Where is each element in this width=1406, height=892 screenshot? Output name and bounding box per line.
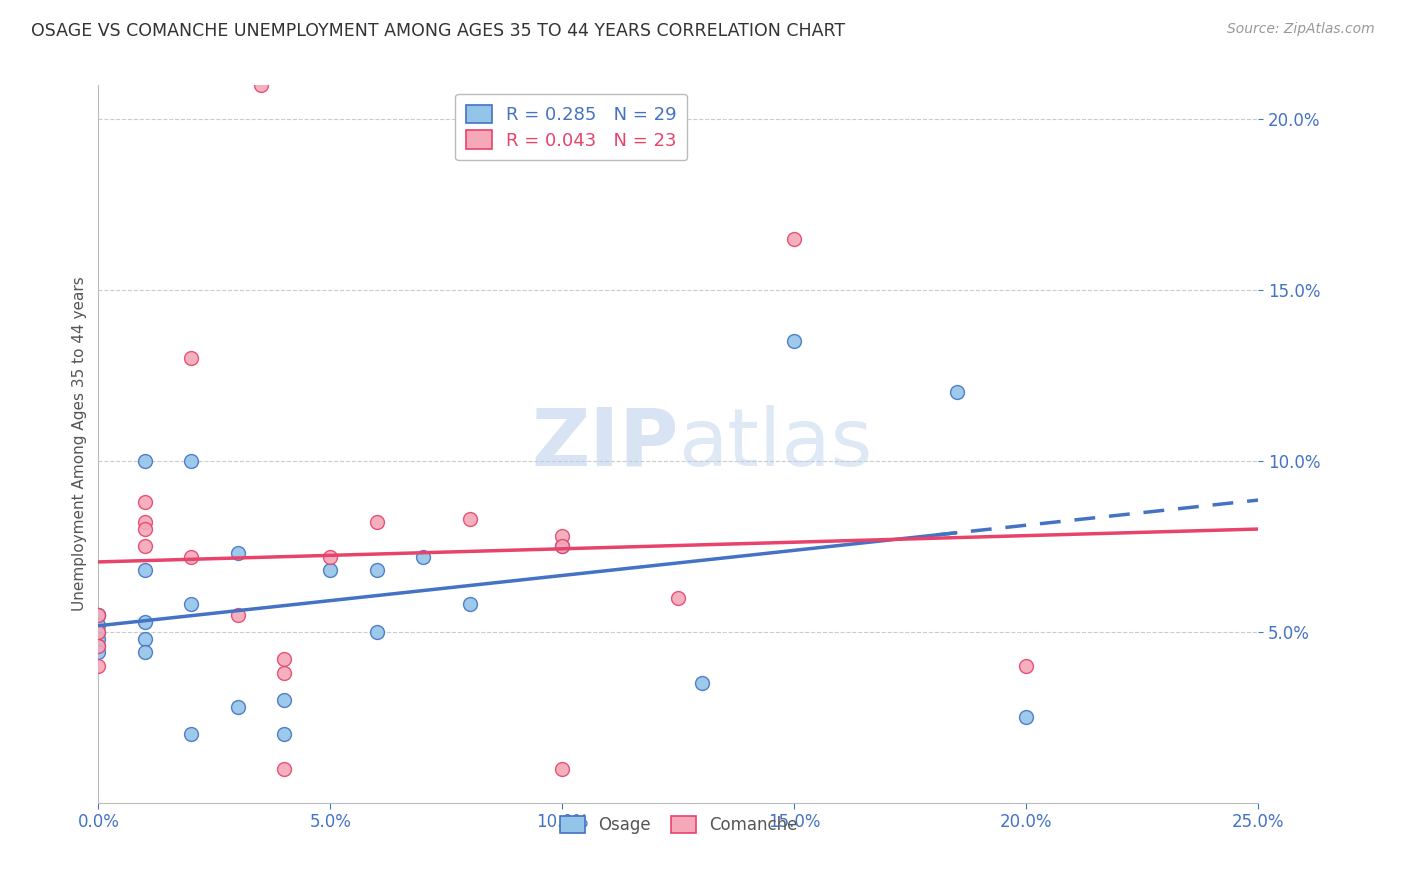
Point: [87, 639, 110, 653]
Point: [180, 598, 202, 612]
Point: [226, 546, 249, 560]
Point: [134, 454, 156, 468]
Point: [551, 539, 574, 553]
Point: [783, 334, 806, 348]
Point: [134, 539, 156, 553]
Text: ZIP: ZIP: [531, 405, 678, 483]
Point: [1015, 659, 1038, 673]
Point: [87, 632, 110, 646]
Point: [412, 549, 434, 564]
Point: [134, 563, 156, 577]
Point: [87, 659, 110, 673]
Point: [551, 529, 574, 543]
Point: [273, 727, 295, 741]
Text: atlas: atlas: [678, 405, 873, 483]
Point: [946, 385, 969, 400]
Y-axis label: Unemployment Among Ages 35 to 44 years: Unemployment Among Ages 35 to 44 years: [72, 277, 87, 611]
Point: [134, 632, 156, 646]
Point: [226, 700, 249, 714]
Point: [134, 495, 156, 509]
Point: [319, 563, 342, 577]
Point: [134, 645, 156, 659]
Legend: Osage, Comanche: Osage, Comanche: [553, 810, 804, 841]
Point: [319, 549, 342, 564]
Point: [180, 351, 202, 366]
Point: [87, 624, 110, 639]
Point: [273, 762, 295, 776]
Point: [366, 516, 388, 530]
Point: [226, 607, 249, 622]
Point: [783, 232, 806, 246]
Point: [666, 591, 689, 605]
Point: [134, 522, 156, 536]
Point: [250, 78, 273, 92]
Point: [87, 607, 110, 622]
Point: [366, 624, 388, 639]
Point: [87, 618, 110, 632]
Point: [551, 539, 574, 553]
Point: [551, 762, 574, 776]
Point: [87, 645, 110, 659]
Point: [273, 652, 295, 666]
Point: [1015, 710, 1038, 724]
Text: Source: ZipAtlas.com: Source: ZipAtlas.com: [1227, 22, 1375, 37]
Point: [273, 665, 295, 680]
Point: [87, 607, 110, 622]
Point: [458, 512, 481, 526]
Point: [134, 516, 156, 530]
Point: [180, 549, 202, 564]
Point: [87, 624, 110, 639]
Point: [366, 563, 388, 577]
Point: [273, 693, 295, 707]
Point: [690, 676, 713, 690]
Point: [87, 639, 110, 653]
Point: [458, 598, 481, 612]
Point: [134, 615, 156, 629]
Point: [180, 454, 202, 468]
Point: [180, 727, 202, 741]
Text: OSAGE VS COMANCHE UNEMPLOYMENT AMONG AGES 35 TO 44 YEARS CORRELATION CHART: OSAGE VS COMANCHE UNEMPLOYMENT AMONG AGE…: [31, 22, 845, 40]
Point: [87, 607, 110, 622]
